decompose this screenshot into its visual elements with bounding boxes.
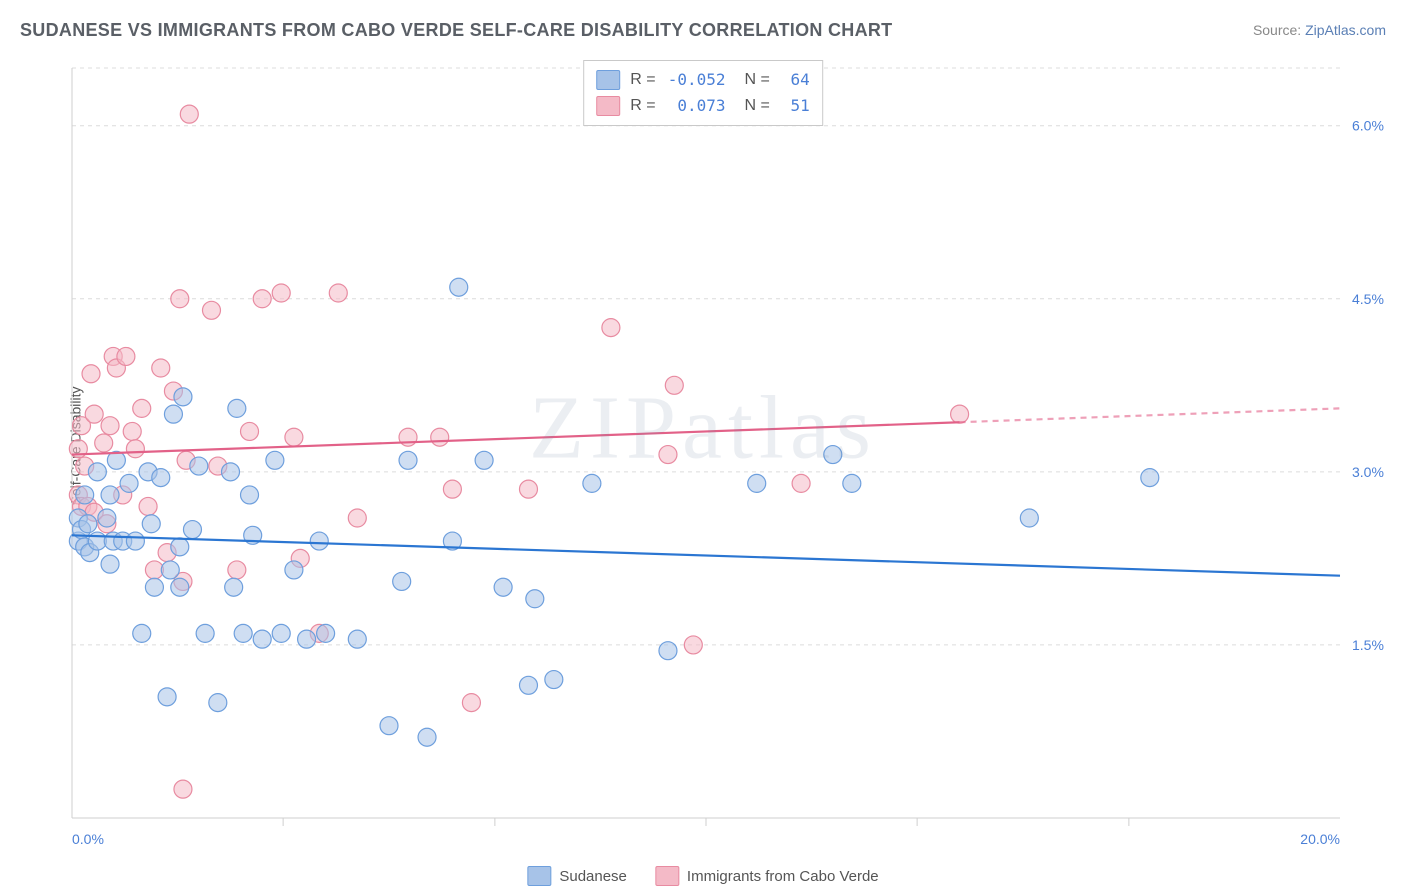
svg-text:0.0%: 0.0% [72,831,104,847]
chart-title: SUDANESE VS IMMIGRANTS FROM CABO VERDE S… [20,20,892,41]
legend-bottom: Sudanese Immigrants from Cabo Verde [527,866,878,886]
stat-label-r: R = [630,93,655,119]
stat-n-cabo-verde: 51 [780,93,810,119]
legend-swatch-sudanese [527,866,551,886]
stat-label-n: N = [736,93,770,119]
legend-item-sudanese: Sudanese [527,866,627,886]
svg-text:4.5%: 4.5% [1352,291,1384,307]
svg-text:1.5%: 1.5% [1352,637,1384,653]
stats-legend-box: R = -0.052 N = 64 R = 0.073 N = 51 [583,60,823,126]
stats-row-cabo-verde: R = 0.073 N = 51 [596,93,810,119]
source-prefix: Source: [1253,22,1305,38]
svg-text:6.0%: 6.0% [1352,118,1384,134]
svg-text:3.0%: 3.0% [1352,464,1384,480]
source-attribution: Source: ZipAtlas.com [1253,22,1386,38]
scatter-chart: 1.5% 3.0% 4.5% 6.0% 0.0% 20.0% [60,58,1400,858]
svg-text:20.0%: 20.0% [1300,831,1340,847]
source-link[interactable]: ZipAtlas.com [1305,22,1386,38]
stat-label-r: R = [630,67,655,93]
legend-swatch-cabo-verde [655,866,679,886]
legend-item-cabo-verde: Immigrants from Cabo Verde [655,866,879,886]
stat-label-n: N = [736,67,770,93]
chart-area: 1.5% 3.0% 4.5% 6.0% 0.0% 20.0% [60,58,1400,858]
legend-label-sudanese: Sudanese [559,868,627,885]
stats-row-sudanese: R = -0.052 N = 64 [596,67,810,93]
stat-r-sudanese: -0.052 [666,67,726,93]
legend-label-cabo-verde: Immigrants from Cabo Verde [687,868,879,885]
stat-n-sudanese: 64 [780,67,810,93]
swatch-sudanese [596,70,620,90]
swatch-cabo-verde [596,96,620,116]
stat-r-cabo-verde: 0.073 [666,93,726,119]
